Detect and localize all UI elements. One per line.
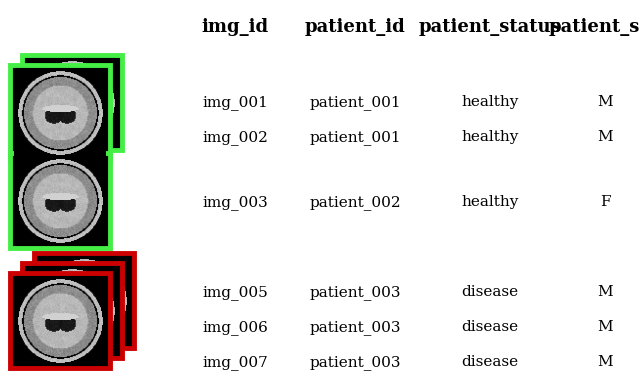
Text: patient_001: patient_001 <box>309 130 401 145</box>
Text: M: M <box>597 95 613 109</box>
Text: img_002: img_002 <box>202 130 268 145</box>
Text: patient_sex: patient_sex <box>548 18 640 36</box>
Text: healthy: healthy <box>461 195 518 209</box>
Text: healthy: healthy <box>461 130 518 144</box>
Text: img_001: img_001 <box>202 95 268 110</box>
Text: img_006: img_006 <box>202 320 268 335</box>
Text: disease: disease <box>461 355 518 369</box>
Text: F: F <box>600 195 611 209</box>
Bar <box>34 253 134 348</box>
Text: img_005: img_005 <box>202 285 268 300</box>
Text: M: M <box>597 130 613 144</box>
Text: patient_003: patient_003 <box>309 355 401 370</box>
Bar <box>22 263 122 358</box>
Text: patient_002: patient_002 <box>309 195 401 210</box>
Bar <box>22 55 122 150</box>
Text: patient_id: patient_id <box>305 18 405 36</box>
Bar <box>10 273 110 368</box>
Text: patient_003: patient_003 <box>309 285 401 300</box>
Text: patient_003: patient_003 <box>309 320 401 335</box>
Text: disease: disease <box>461 320 518 334</box>
Text: img_003: img_003 <box>202 195 268 210</box>
Text: healthy: healthy <box>461 95 518 109</box>
Text: M: M <box>597 355 613 369</box>
Text: M: M <box>597 285 613 299</box>
Text: patient_status: patient_status <box>419 18 561 36</box>
Text: img_id: img_id <box>202 18 269 36</box>
Text: disease: disease <box>461 285 518 299</box>
Bar <box>10 65 110 160</box>
Text: patient_001: patient_001 <box>309 95 401 110</box>
Text: img_007: img_007 <box>202 355 268 370</box>
Bar <box>10 153 110 248</box>
Text: M: M <box>597 320 613 334</box>
